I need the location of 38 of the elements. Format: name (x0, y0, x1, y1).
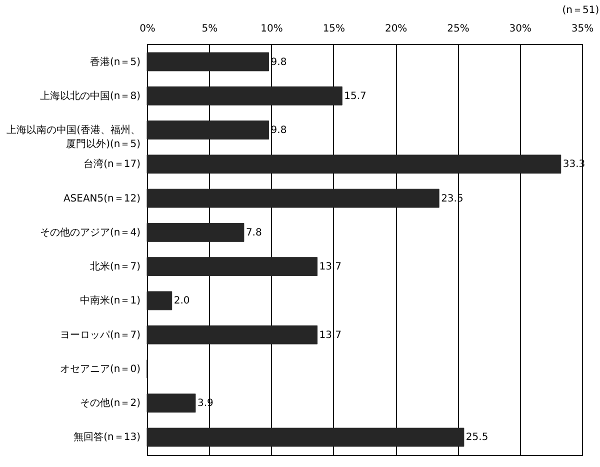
y-tick-label: 中南米(n＝1) (80, 294, 141, 307)
bar (146, 257, 318, 276)
y-tick-label: 台湾(n＝17) (84, 158, 141, 170)
data-label: 7.8 (246, 227, 262, 238)
x-tick-label: 35% (571, 24, 594, 34)
x-tick-label: 5% (202, 24, 218, 34)
x-tick-label: 0% (140, 24, 156, 34)
text: (n＝51) (562, 5, 600, 16)
bar (146, 120, 270, 140)
bar (146, 52, 270, 72)
x-tick-label: 15% (322, 24, 346, 34)
data-label: 9.8 (270, 56, 287, 68)
y-tick-label: ASEAN5(n＝12) (63, 193, 141, 204)
x-tick-label: 20% (384, 24, 408, 34)
y-tick-label: 上海以北の中国(n＝8) (40, 90, 141, 102)
x-tick-label: 25% (447, 24, 470, 34)
data-label: 2.0 (174, 296, 190, 307)
data-label: 15.7 (344, 90, 366, 102)
y-tick-label: ヨーロッパ(n＝7) (60, 330, 141, 341)
bar (146, 394, 196, 413)
y-tick-label: 香港(n＝5) (90, 56, 141, 68)
bar (146, 222, 244, 242)
bar (146, 291, 172, 310)
y-tick-label: 上海以南の中国(香港、福州、厦門以外)(n＝5) (6, 124, 141, 150)
x-tick-label: 10% (260, 24, 283, 34)
y-tick-label: 無回答(n＝13) (74, 431, 141, 444)
data-label: 9.8 (270, 125, 287, 136)
x-tick-label: 30% (509, 24, 532, 34)
bar (146, 325, 318, 344)
y-tick-label: 北米(n＝7) (90, 260, 141, 273)
bar (146, 154, 562, 174)
y-tick-label: その他のアジア(n＝4) (40, 226, 141, 238)
y-tick-label: オセアニア(n＝0) (60, 364, 141, 375)
bar (146, 188, 440, 208)
data-label: 25.5 (466, 432, 488, 444)
bar (146, 86, 342, 106)
bar (146, 428, 464, 447)
y-tick-label: その他(n＝2) (80, 397, 141, 410)
